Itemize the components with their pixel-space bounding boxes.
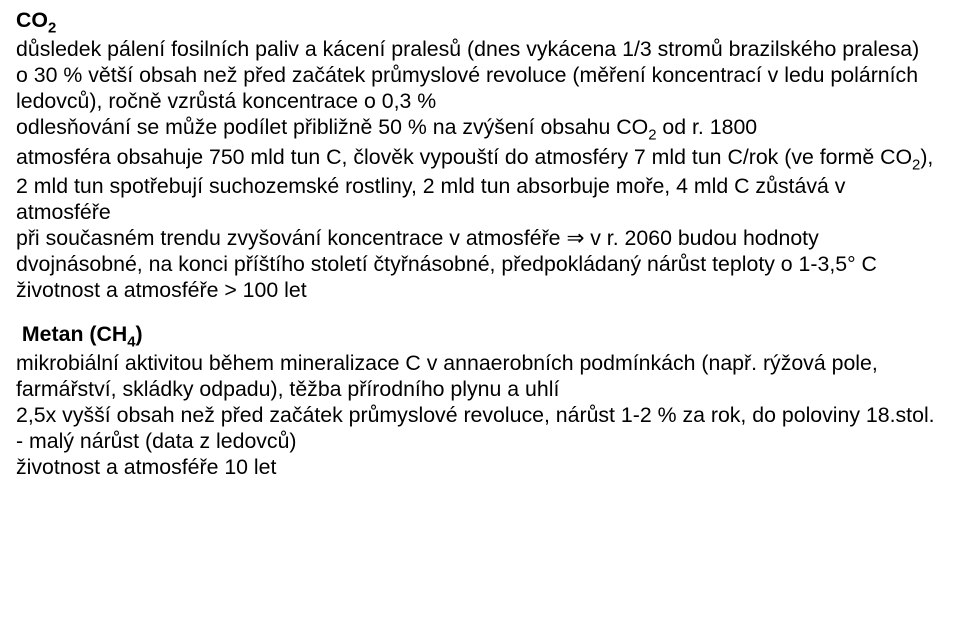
paragraph-ch4-2: 2,5x vyšší obsah než před začátek průmys… — [16, 403, 942, 455]
heading-ch4-before: Metan (CH — [22, 322, 127, 346]
paragraph-ch4-1: mikrobiální aktivitou během mineralizace… — [16, 351, 942, 403]
paragraph-co2-4: atmosféra obsahuje 750 mld tun C, člověk… — [16, 145, 942, 226]
paragraph-co2-6: životnost a atmosféře > 100 let — [16, 278, 942, 304]
heading-co2-text: CO — [16, 8, 48, 32]
paragraph-co2-1: důsledek pálení fosilních paliv a kácení… — [16, 37, 942, 63]
document-page: CO2 důsledek pálení fosilních paliv a ká… — [0, 0, 960, 636]
heading-co2: CO2 — [16, 8, 942, 37]
paragraph-ch4-3: životnost a atmosféře 10 let — [16, 455, 942, 481]
paragraph-co2-3: odlesňování se může podílet přibližně 50… — [16, 115, 942, 144]
heading-co2-sub: 2 — [48, 20, 56, 36]
paragraph-co2-5: při současném trendu zvyšování koncentra… — [16, 226, 942, 278]
arrow-icon: ⇒ — [566, 226, 584, 250]
p1e-before: při současném trendu zvyšování koncentra… — [16, 226, 566, 250]
heading-ch4-after: ) — [136, 322, 143, 346]
spacer — [16, 304, 942, 322]
paragraph-co2-2: o 30 % větší obsah než před začátek prům… — [16, 63, 942, 115]
p1c-after: od r. 1800 — [656, 115, 757, 139]
p1c-before: odlesňování se může podílet přibližně 50… — [16, 115, 648, 139]
heading-ch4-sub: 4 — [127, 334, 135, 350]
p1d-before: atmosféra obsahuje 750 mld tun C, člověk… — [16, 145, 912, 169]
heading-ch4: Metan (CH4) — [16, 322, 942, 351]
